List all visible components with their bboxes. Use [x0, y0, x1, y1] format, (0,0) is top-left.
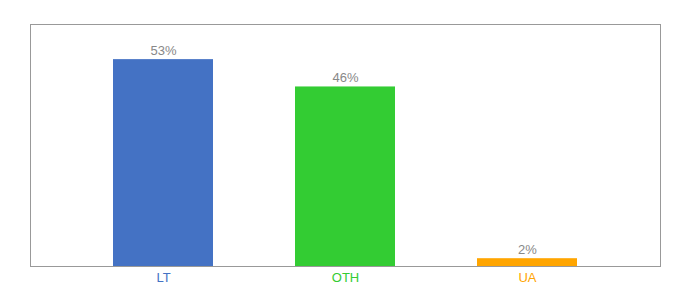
svg-text:LT: LT — [156, 270, 170, 285]
svg-text:OTH: OTH — [332, 270, 359, 285]
svg-text:2%: 2% — [518, 242, 537, 257]
svg-text:53%: 53% — [150, 43, 176, 58]
svg-text:UA: UA — [518, 270, 536, 285]
svg-text:46%: 46% — [332, 70, 358, 85]
